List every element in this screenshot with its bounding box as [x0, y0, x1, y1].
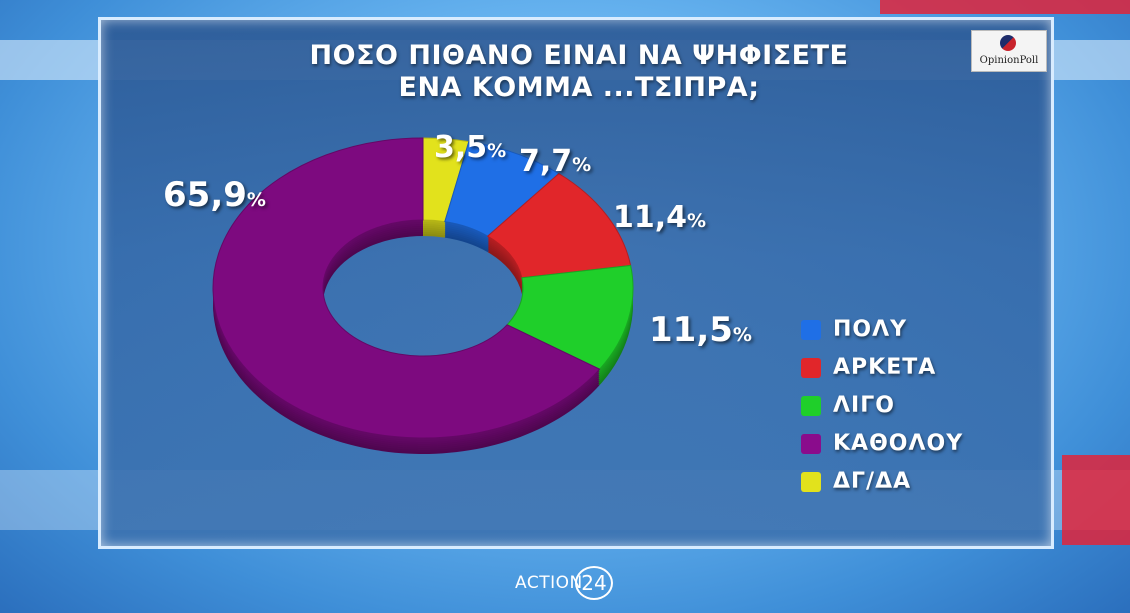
legend-label-ligo: ΛΙΓΟ	[833, 393, 895, 418]
data-label-poly-value: 7,7	[519, 144, 573, 179]
data-label-arketa-unit: %	[687, 210, 707, 232]
action24-logo-text: ACTION	[515, 573, 583, 593]
donut-chart	[212, 137, 634, 455]
opinionpoll-logo-text: OpinionPoll	[979, 55, 1039, 66]
legend-swatch-ligo	[801, 396, 821, 416]
data-label-ligo-unit: %	[732, 324, 752, 346]
chart-panel: ΠΟΣΟ ΠΙΘΑΝΟ ΕΙΝΑΙ ΝΑ ΨΗΦΙΣΕΤΕ ΕΝΑ ΚΟΜΜΑ …	[98, 17, 1054, 549]
legend-label-dgda: ΔΓ/ΔΑ	[833, 469, 912, 494]
background-red-shape	[1062, 455, 1130, 545]
data-label-katholou-unit: %	[246, 189, 266, 211]
chart-title-line2: ΕΝΑ ΚΟΜΜΑ ...ΤΣΙΠΡΑ;	[398, 72, 760, 103]
legend-label-katholou: ΚΑΘΟΛΟΥ	[833, 431, 964, 456]
data-label-dgda: 3,5%	[434, 130, 506, 165]
legend-swatch-dgda	[801, 472, 821, 492]
data-label-arketa-value: 11,4	[613, 200, 688, 235]
data-label-dgda-value: 3,5	[434, 130, 488, 165]
legend-swatch-katholou	[801, 434, 821, 454]
data-label-ligo-value: 11,5	[649, 310, 733, 350]
legend-label-poly: ΠΟΛΥ	[833, 317, 908, 342]
data-label-katholou-value: 65,9	[163, 175, 247, 215]
chart-title-line1: ΠΟΣΟ ΠΙΘΑΝΟ ΕΙΝΑΙ ΝΑ ΨΗΦΙΣΕΤΕ	[309, 40, 849, 71]
data-label-poly-unit: %	[572, 154, 592, 176]
data-label-ligo: 11,5%	[649, 310, 752, 350]
action24-logo-number: 24	[575, 566, 613, 600]
data-label-poly: 7,7%	[519, 144, 591, 179]
legend-swatch-arketa	[801, 358, 821, 378]
opinionpoll-logo-icon	[1000, 35, 1016, 51]
data-label-katholou: 65,9%	[163, 175, 266, 215]
donut-slice-ΚΑΘΟΛΟΥ	[212, 137, 601, 439]
data-label-arketa: 11,4%	[613, 200, 706, 235]
background-red-shape	[880, 0, 1130, 14]
legend-swatch-poly	[801, 320, 821, 340]
opinionpoll-logo: OpinionPoll	[971, 30, 1047, 72]
legend-label-arketa: ΑΡΚΕΤΑ	[833, 355, 937, 380]
data-label-dgda-unit: %	[487, 140, 507, 162]
